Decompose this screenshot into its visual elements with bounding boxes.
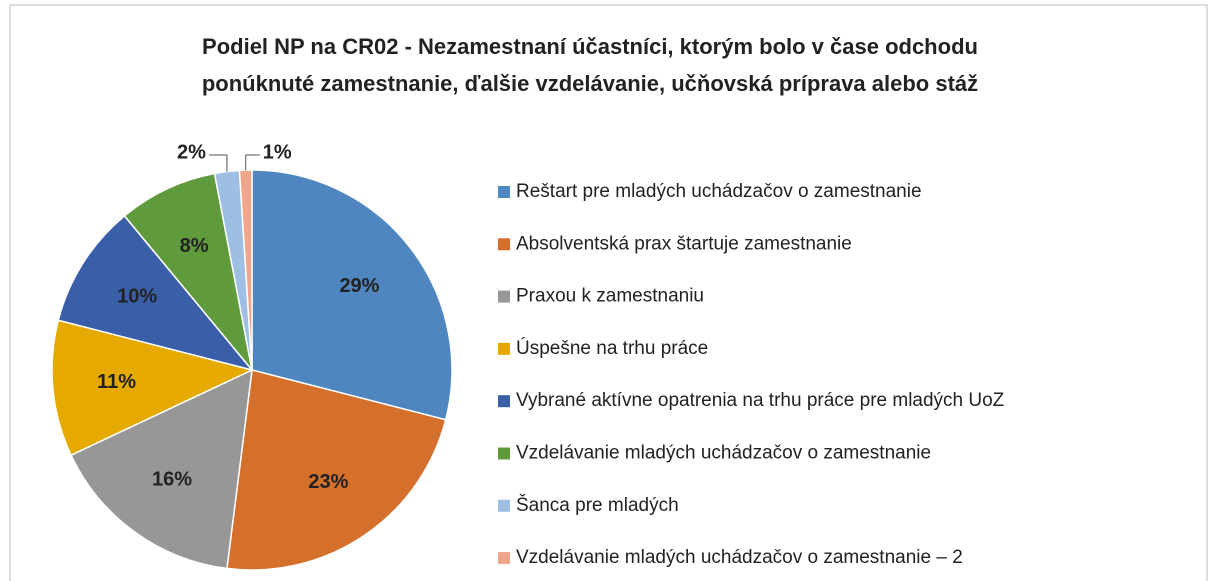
legend-label: Šanca pre mladých [516, 494, 679, 516]
legend-label: Vzdelávanie mladých uchádzačov o zamestn… [516, 443, 931, 464]
legend-swatch [498, 186, 510, 198]
leader-line [208, 154, 228, 172]
pie-slice [70, 368, 253, 570]
leader-line [245, 154, 260, 171]
pie-slice [51, 319, 255, 457]
legend-swatch [498, 395, 510, 408]
legend-label: Reštart pre mladých uchádzačov o zamestn… [516, 181, 922, 202]
pie-slice [251, 169, 453, 421]
legend-label: Absolventská prax štartuje zamestnanie [516, 233, 852, 254]
data-label: 8% [180, 235, 209, 257]
pie-slice [226, 369, 447, 571]
legend-swatch [498, 342, 510, 355]
data-label: 2% [177, 141, 206, 163]
legend-swatch [498, 238, 510, 251]
data-label: 10% [117, 285, 157, 307]
pie-slice [238, 169, 253, 371]
pie-slice [57, 214, 255, 372]
data-label: 1% [263, 141, 292, 163]
legend-label: Praxou k zamestnaniu [516, 286, 704, 307]
legend-swatch [498, 499, 510, 512]
legend-swatch [498, 447, 510, 460]
legend-label: Úspešne na trhu práce [516, 337, 708, 359]
data-label: 11% [97, 371, 136, 393]
data-label: 29% [339, 275, 379, 297]
legend-label: Vybrané aktívne opatrenia na trhu práce … [516, 390, 1005, 411]
legend-swatch [498, 290, 510, 303]
legend-label: Vzdelávanie mladých uchádzačov o zamestn… [516, 547, 963, 568]
chart-title: Podiel NP na CR02 - Nezamestnaní účastní… [202, 34, 978, 59]
data-label: 16% [152, 468, 192, 490]
legend-swatch [498, 552, 510, 565]
chart-title: ponúknuté zamestnanie, ďalšie vzdelávani… [202, 71, 978, 96]
pie-slice [123, 172, 253, 371]
data-label: 23% [308, 471, 348, 493]
